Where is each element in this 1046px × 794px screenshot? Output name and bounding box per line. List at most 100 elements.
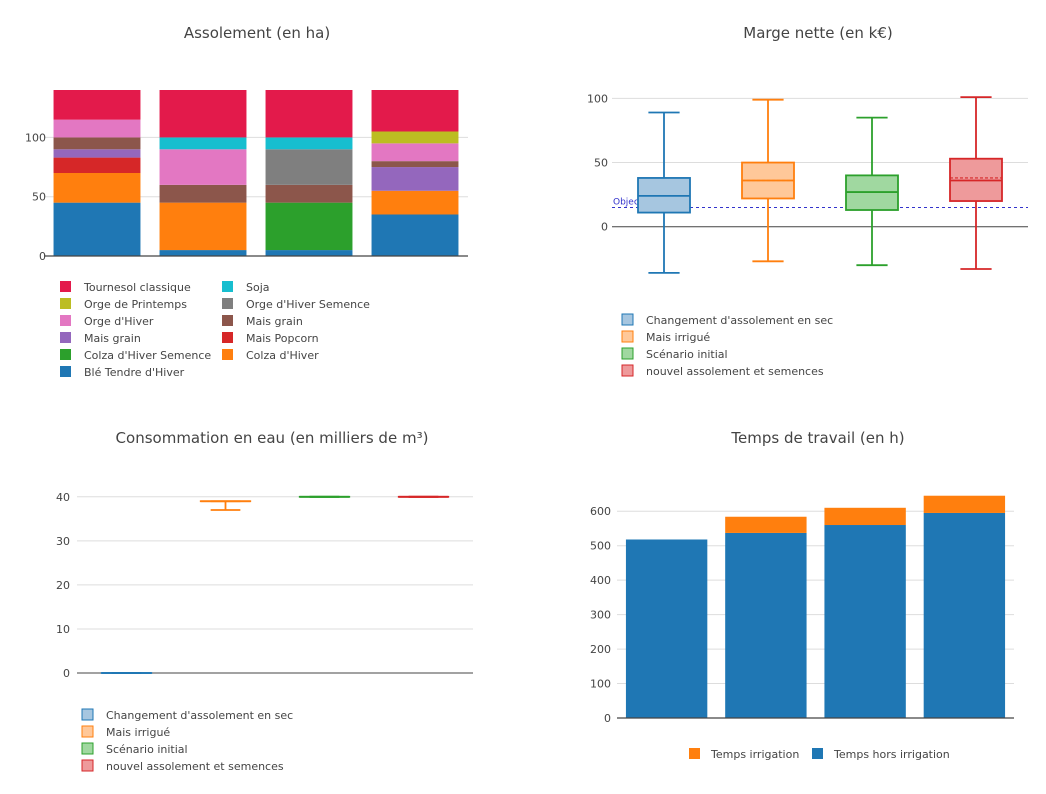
bar-segment [265,202,353,251]
bar-segment [53,202,141,256]
legend-label: Orge d'Hiver Semence [246,298,370,311]
bar-segment [725,532,807,718]
legend-swatch [222,315,233,326]
legend-label: Mais irrigué [106,726,170,739]
bar-segment [53,173,141,203]
y-tick-label: 200 [590,643,611,656]
legend-label: Mais irrigué [646,331,710,344]
legend-label: Temps hors irrigation [833,748,950,761]
legend-swatch [222,349,233,360]
y-tick-label: 10 [56,623,70,636]
bar-segment [371,190,459,215]
y-tick-label: 0 [63,667,70,680]
bar-segment [371,214,459,256]
bar-segment [159,137,247,150]
legend-swatch [60,366,71,377]
bar-segment [371,161,459,168]
assolement-title: Assolement (en ha) [183,24,331,42]
bar-segment [53,119,141,138]
legend-label: nouvel assolement et semences [646,365,824,378]
legend-label: Orge d'Hiver [84,315,154,328]
bar-segment [159,149,247,185]
legend-label: Temps irrigation [710,748,799,761]
legend-swatch [689,748,700,759]
legend-swatch [621,347,634,360]
legend-label: Changement d'assolement en sec [646,314,833,327]
legend-swatch [222,298,233,309]
bar-segment [53,149,141,158]
y-tick-label: 0 [601,221,608,234]
legend-label: Tournesol classique [83,281,191,294]
bar-segment [159,202,247,251]
eau-title: Consommation en eau (en milliers de m³) [115,429,429,447]
bar-segment [265,250,353,256]
legend-swatch [621,330,634,343]
bar-segment [159,184,247,203]
bar-segment [725,516,807,533]
y-tick-label: 400 [590,574,611,587]
legend-swatch [60,349,71,360]
legend-label: Blé Tendre d'Hiver [84,366,185,379]
legend-swatch [222,281,233,292]
legend-swatch [81,725,94,738]
legend-label: Scénario initial [646,348,728,361]
y-tick-label: 100 [587,92,608,105]
legend-swatch [222,332,233,343]
y-tick-label: 20 [56,579,70,592]
legend-swatch [81,742,94,755]
y-tick-label: 300 [590,609,611,622]
marge-title: Marge nette (en k€) [743,24,893,42]
legend-swatch [81,759,94,772]
legend-swatch [621,364,634,377]
y-tick-label: 600 [590,505,611,518]
legend-swatch [60,281,71,292]
bar-segment [53,90,141,120]
bar-segment [923,512,1006,718]
y-tick-label: 50 [594,157,608,170]
travail-title: Temps de travail (en h) [731,429,905,447]
bar-segment [53,137,141,150]
y-tick-label: 30 [56,535,70,548]
bar-segment [265,137,353,150]
bar-segment [371,143,459,162]
legend-swatch [812,748,823,759]
bar-segment [159,90,247,138]
bar-segment [625,539,708,718]
bar-segment [265,90,353,138]
legend-label: nouvel assolement et semences [106,760,284,773]
legend-label: Changement d'assolement en sec [106,709,293,722]
bar-segment [265,184,353,203]
y-tick-label: 50 [32,191,46,204]
legend-label: Colza d'Hiver Semence [84,349,211,362]
legend-label: Soja [246,281,270,294]
y-tick-label: 500 [590,540,611,553]
bar-segment [371,131,459,144]
legend-label: Scénario initial [106,743,188,756]
y-tick-label: 0 [39,250,46,263]
bar-segment [923,495,1006,513]
legend-swatch [60,332,71,343]
legend-swatch [621,313,634,326]
legend-label: Colza d'Hiver [246,349,319,362]
y-tick-label: 40 [56,491,70,504]
legend-swatch [81,708,94,721]
bar-segment [265,149,353,185]
y-tick-label: 0 [604,712,611,725]
y-tick-label: 100 [25,131,46,144]
bar-segment [371,167,459,191]
bar-segment [824,525,906,718]
legend-swatch [60,315,71,326]
bar-segment [824,507,906,526]
legend-label: Mais grain [84,332,141,345]
legend-label: Mais grain [246,315,303,328]
y-tick-label: 100 [590,678,611,691]
legend-label: Mais Popcorn [246,332,319,345]
bar-segment [53,157,141,173]
bar-segment [371,90,459,132]
legend-label: Orge de Printemps [84,298,187,311]
bar-segment [159,250,247,256]
